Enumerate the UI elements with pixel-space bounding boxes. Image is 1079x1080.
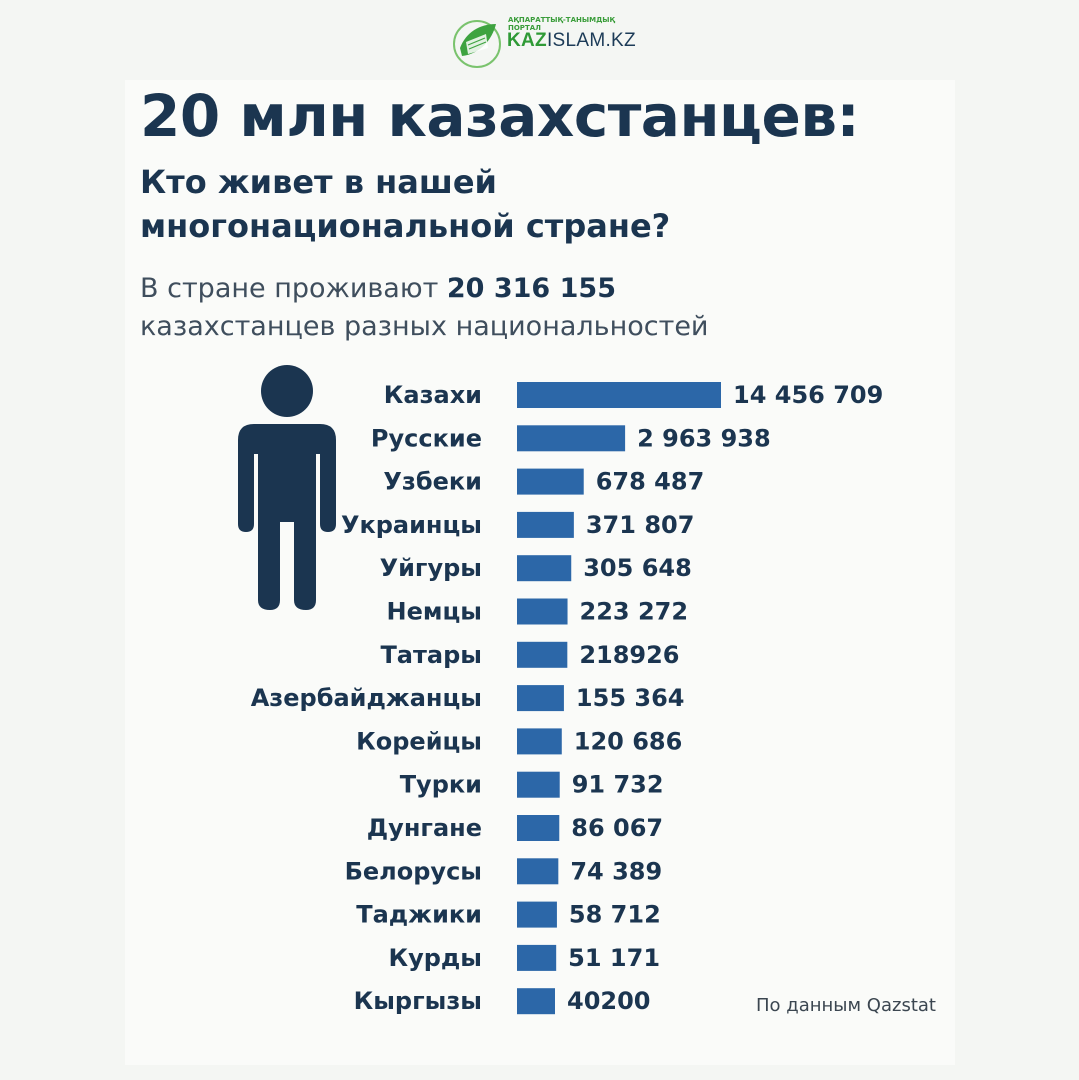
summary-prefix: В стране проживают bbox=[140, 273, 447, 304]
population-summary: В стране проживают 20 316 155 казахстанц… bbox=[140, 270, 780, 346]
value-label: 91 732 bbox=[572, 771, 664, 799]
category-label: Белорусы bbox=[345, 857, 482, 885]
category-label: Таджики bbox=[356, 901, 482, 929]
value-label: 51 171 bbox=[568, 944, 660, 972]
category-label: Узбеки bbox=[383, 468, 482, 496]
bar bbox=[517, 555, 572, 582]
category-label: Татары bbox=[380, 641, 482, 669]
value-label: 223 272 bbox=[580, 598, 689, 626]
bar bbox=[517, 771, 560, 798]
bar bbox=[517, 598, 568, 625]
category-label: Турки bbox=[400, 771, 482, 799]
data-source: По данным Qazstat bbox=[756, 995, 936, 1016]
bar bbox=[517, 728, 562, 755]
category-label: Уйгуры bbox=[380, 554, 482, 582]
category-label: Кыргызы bbox=[354, 987, 482, 1015]
logo-tagline: АҚПАРАТТЫҚ-ТАНЫМДЫҚ ПОРТАЛ bbox=[508, 16, 615, 32]
value-label: 74 389 bbox=[570, 857, 662, 885]
bar bbox=[517, 901, 557, 928]
logo-name: KAZISLAM.KZ bbox=[507, 30, 636, 52]
value-label: 155 364 bbox=[576, 684, 685, 712]
value-label: 371 807 bbox=[586, 511, 695, 539]
category-label: Корейцы bbox=[356, 727, 482, 755]
category-label: Дунгане bbox=[367, 814, 482, 842]
bar bbox=[517, 685, 564, 712]
book-leaf-logo-icon bbox=[453, 20, 501, 68]
value-label: 86 067 bbox=[571, 814, 663, 842]
bar bbox=[517, 815, 560, 841]
category-label: Курды bbox=[388, 944, 482, 972]
category-label: Азербайджанцы bbox=[251, 684, 482, 712]
value-label: 218926 bbox=[579, 641, 679, 669]
logo-name-prefix: KAZ bbox=[507, 30, 547, 51]
bar bbox=[517, 641, 568, 668]
category-label: Русские bbox=[371, 424, 482, 452]
value-label: 14 456 709 bbox=[733, 381, 883, 409]
value-label: 40200 bbox=[567, 987, 651, 1015]
bar bbox=[517, 468, 584, 495]
category-label: Украинцы bbox=[341, 511, 482, 539]
bar bbox=[517, 511, 574, 538]
value-label: 305 648 bbox=[583, 554, 692, 582]
value-label: 120 686 bbox=[574, 727, 683, 755]
page-subtitle: Кто живет в нашей многонациональной стра… bbox=[140, 163, 671, 245]
summary-suffix: казахстанцев разных национальностей bbox=[140, 311, 709, 342]
category-label: Казахи bbox=[384, 381, 482, 409]
person-silhouette-icon bbox=[238, 365, 336, 610]
value-label: 58 712 bbox=[569, 901, 661, 929]
total-population: 20 316 155 bbox=[446, 273, 616, 304]
category-label: Немцы bbox=[387, 598, 482, 626]
logo-name-suffix: ISLAM.KZ bbox=[546, 30, 636, 51]
bar bbox=[517, 382, 721, 408]
page-title: 20 млн казахстанцев: bbox=[140, 82, 860, 150]
site-logo: АҚПАРАТТЫҚ-ТАНЫМДЫҚ ПОРТАЛ KAZISLAM.KZ bbox=[450, 12, 650, 72]
bar bbox=[517, 988, 555, 1015]
bar bbox=[517, 425, 626, 452]
bar bbox=[517, 944, 557, 971]
value-label: 678 487 bbox=[596, 468, 705, 496]
bar bbox=[517, 858, 559, 885]
value-label: 2 963 938 bbox=[637, 424, 771, 452]
